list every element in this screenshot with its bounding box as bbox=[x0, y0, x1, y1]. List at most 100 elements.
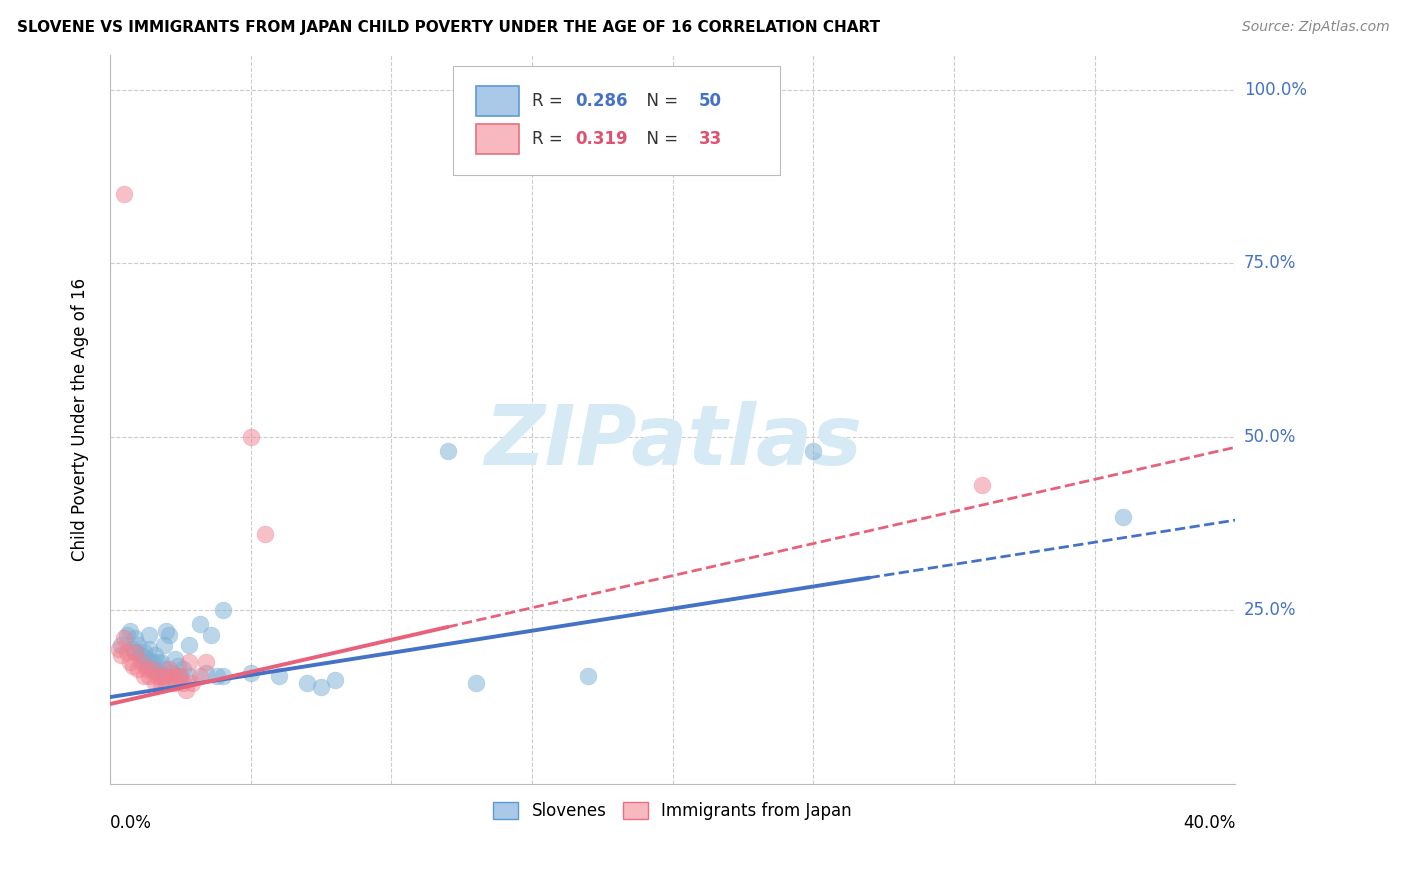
Point bbox=[152, 638, 174, 652]
Point bbox=[115, 645, 138, 659]
Point bbox=[177, 638, 200, 652]
Point bbox=[169, 669, 191, 683]
Point bbox=[135, 662, 157, 676]
Point bbox=[211, 603, 233, 617]
Point bbox=[160, 669, 183, 683]
Bar bbox=[475, 86, 519, 116]
Text: R =: R = bbox=[531, 130, 568, 148]
Point bbox=[436, 443, 458, 458]
Point bbox=[135, 658, 157, 673]
Point bbox=[323, 673, 346, 687]
Text: SLOVENE VS IMMIGRANTS FROM JAPAN CHILD POVERTY UNDER THE AGE OF 16 CORRELATION C: SLOVENE VS IMMIGRANTS FROM JAPAN CHILD P… bbox=[17, 20, 880, 35]
Point bbox=[464, 676, 486, 690]
Text: 50.0%: 50.0% bbox=[1244, 428, 1296, 446]
Point bbox=[107, 641, 129, 656]
Text: 100.0%: 100.0% bbox=[1244, 81, 1306, 99]
Text: 0.319: 0.319 bbox=[575, 130, 627, 148]
Point bbox=[152, 669, 174, 683]
Y-axis label: Child Poverty Under the Age of 16: Child Poverty Under the Age of 16 bbox=[72, 278, 89, 561]
Text: N =: N = bbox=[636, 130, 683, 148]
Point bbox=[309, 680, 332, 694]
Point bbox=[194, 656, 217, 670]
Point bbox=[127, 638, 149, 652]
Point bbox=[115, 627, 138, 641]
Text: R =: R = bbox=[531, 92, 568, 110]
Point bbox=[177, 656, 200, 670]
Point bbox=[149, 676, 172, 690]
Point bbox=[163, 676, 186, 690]
Point bbox=[239, 430, 262, 444]
Text: 25.0%: 25.0% bbox=[1244, 601, 1296, 619]
Point bbox=[110, 638, 132, 652]
Point bbox=[141, 662, 163, 676]
Point bbox=[155, 676, 177, 690]
Point bbox=[112, 631, 135, 645]
Point bbox=[132, 645, 155, 659]
Bar bbox=[475, 124, 519, 154]
Point bbox=[121, 658, 143, 673]
Point bbox=[121, 641, 143, 656]
Point bbox=[267, 669, 290, 683]
Point bbox=[146, 669, 169, 683]
Point bbox=[172, 676, 194, 690]
Text: 0.0%: 0.0% bbox=[110, 814, 152, 832]
Point bbox=[146, 665, 169, 680]
Point bbox=[127, 662, 149, 676]
Point bbox=[129, 656, 152, 670]
Point bbox=[576, 669, 599, 683]
Point bbox=[239, 665, 262, 680]
Point bbox=[1112, 509, 1135, 524]
Point bbox=[118, 656, 141, 670]
Point bbox=[138, 641, 160, 656]
Text: 0.286: 0.286 bbox=[575, 92, 627, 110]
Point bbox=[157, 627, 180, 641]
Point bbox=[295, 676, 318, 690]
Text: 33: 33 bbox=[699, 130, 721, 148]
Point bbox=[163, 652, 186, 666]
Point bbox=[146, 656, 169, 670]
Point bbox=[174, 683, 197, 698]
Point bbox=[200, 627, 222, 641]
Point bbox=[110, 648, 132, 663]
Point bbox=[194, 665, 217, 680]
Point bbox=[141, 656, 163, 670]
Point bbox=[138, 669, 160, 683]
Text: 75.0%: 75.0% bbox=[1244, 254, 1296, 272]
Point bbox=[172, 662, 194, 676]
Point bbox=[112, 186, 135, 201]
Point bbox=[801, 443, 824, 458]
Point bbox=[118, 624, 141, 639]
Point bbox=[157, 662, 180, 676]
Point bbox=[149, 656, 172, 670]
Point bbox=[188, 669, 211, 683]
Point bbox=[180, 676, 202, 690]
Point bbox=[152, 662, 174, 676]
Point bbox=[166, 658, 188, 673]
Text: Source: ZipAtlas.com: Source: ZipAtlas.com bbox=[1241, 20, 1389, 34]
Point bbox=[253, 527, 276, 541]
Point bbox=[211, 669, 233, 683]
Point bbox=[166, 669, 188, 683]
Point bbox=[149, 669, 172, 683]
Point bbox=[188, 617, 211, 632]
Legend: Slovenes, Immigrants from Japan: Slovenes, Immigrants from Japan bbox=[486, 795, 859, 827]
Point bbox=[155, 624, 177, 639]
Point bbox=[124, 645, 146, 659]
Point bbox=[135, 652, 157, 666]
Point bbox=[143, 662, 166, 676]
Point bbox=[972, 478, 994, 492]
Point bbox=[143, 648, 166, 663]
Point bbox=[124, 631, 146, 645]
Point bbox=[205, 669, 228, 683]
Point bbox=[124, 645, 146, 659]
Point bbox=[169, 669, 191, 683]
Text: N =: N = bbox=[636, 92, 683, 110]
Point bbox=[141, 662, 163, 676]
Text: 50: 50 bbox=[699, 92, 721, 110]
Point bbox=[143, 676, 166, 690]
Text: 40.0%: 40.0% bbox=[1182, 814, 1236, 832]
Point bbox=[160, 665, 183, 680]
Point bbox=[132, 669, 155, 683]
Point bbox=[132, 656, 155, 670]
FancyBboxPatch shape bbox=[453, 66, 779, 176]
